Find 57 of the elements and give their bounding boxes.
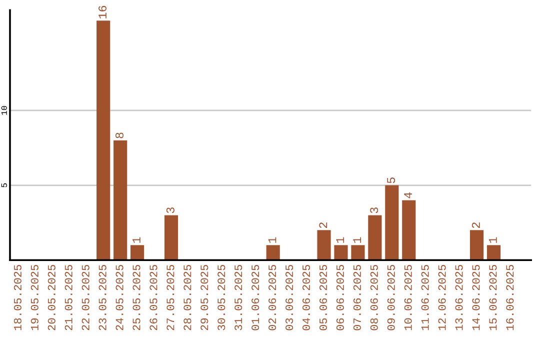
x-tick-label: 10.06.2025 (404, 264, 412, 330)
data-label: 1 (336, 237, 344, 243)
x-tick-label: 30.05.2025 (218, 264, 226, 330)
data-label: 3 (370, 207, 378, 214)
x-tick-label: 31.05.2025 (234, 264, 242, 330)
bar (130, 245, 144, 260)
data-label: 2 (472, 222, 480, 228)
bar (334, 245, 348, 260)
x-tick-label: 18.05.2025 (14, 264, 22, 330)
data-label: 3 (166, 207, 174, 214)
x-tick-label: 22.05.2025 (82, 264, 90, 330)
data-label: 1 (268, 237, 276, 243)
x-tick-label: 19.05.2025 (30, 264, 38, 330)
x-tick-label: 26.05.2025 (150, 264, 158, 330)
bar (96, 20, 110, 260)
data-label: 1 (489, 237, 497, 243)
x-tick-label: 24.05.2025 (116, 264, 124, 330)
bar (114, 140, 128, 260)
x-tick-label: 16.06.2025 (506, 264, 514, 330)
bar (385, 185, 399, 260)
x-tick-label: 01.06.2025 (252, 264, 260, 330)
data-label: 8 (115, 132, 124, 138)
x-tick-label: 28.05.2025 (184, 264, 192, 330)
bar (486, 245, 501, 260)
x-tick-label: 09.06.2025 (387, 264, 395, 330)
y-tick-label: 10 (1, 106, 7, 115)
bar (470, 230, 484, 260)
bar (266, 245, 280, 260)
data-label: 4 (404, 192, 412, 198)
x-tick-label: 27.05.2025 (166, 264, 174, 330)
x-tick-label: 25.05.2025 (132, 264, 140, 330)
x-tick-label: 05.06.2025 (319, 264, 327, 330)
bar (402, 200, 416, 260)
x-tick-label: 13.06.2025 (455, 264, 463, 330)
bar (164, 215, 178, 260)
x-tick-label: 03.06.2025 (286, 264, 294, 330)
x-tick-label: 20.05.2025 (48, 264, 56, 330)
x-tick-label: 15.06.2025 (489, 264, 497, 330)
x-tick-label: 21.05.2025 (64, 264, 72, 330)
data-label: 1 (132, 237, 140, 243)
x-tick-label: 06.06.2025 (336, 264, 344, 330)
x-tick-label: 04.06.2025 (302, 264, 310, 330)
bar (351, 245, 365, 260)
x-tick-label: 12.06.2025 (438, 264, 446, 330)
x-tick-label: 23.05.2025 (98, 264, 106, 330)
x-tick-label: 02.06.2025 (268, 264, 276, 330)
x-tick-label: 14.06.2025 (472, 264, 480, 330)
data-label: 2 (319, 222, 328, 228)
data-label: 16 (98, 6, 107, 18)
bar (317, 230, 331, 260)
x-tick-label: 11.06.2025 (421, 264, 429, 330)
x-tick-label: 29.05.2025 (200, 264, 208, 330)
bar (368, 215, 382, 260)
data-label: 5 (387, 178, 396, 184)
data-label: 1 (353, 237, 362, 243)
x-tick-label: 07.06.2025 (353, 264, 361, 330)
x-tick-label: 08.06.2025 (370, 264, 378, 330)
